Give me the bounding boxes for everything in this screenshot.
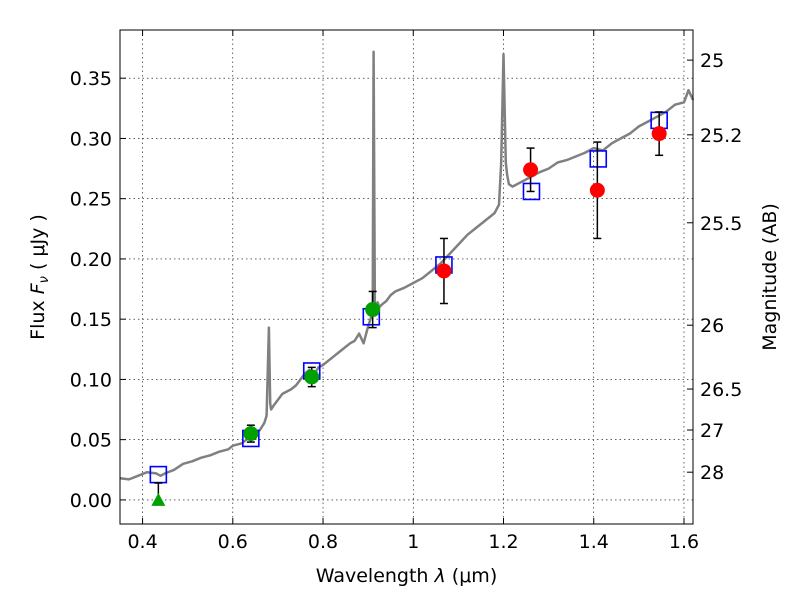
plot-frame xyxy=(119,29,694,525)
y2-tick-label: 26 xyxy=(700,315,724,337)
y-axis-label-subscript: ν xyxy=(37,276,52,283)
right-axis-label: Magnitude (AB) xyxy=(759,203,781,351)
red-data-point xyxy=(651,126,667,142)
x-tick-label: 1 xyxy=(407,531,419,553)
red-data-point xyxy=(523,162,539,178)
y-tick-label: 0.20 xyxy=(70,249,112,271)
y-tick-label: 0.35 xyxy=(70,68,112,90)
x-axis-label: Wavelength λ (μm) xyxy=(316,565,497,587)
green-data-point xyxy=(304,369,320,385)
green-triangle-marker xyxy=(151,492,166,506)
x-tick-label: 0.6 xyxy=(218,531,248,553)
y-tick-label: 0.00 xyxy=(70,490,112,512)
x-axis-label-symbol: λ xyxy=(434,565,446,587)
y-tick-label: 0.05 xyxy=(70,430,112,452)
y2-tick-label: 25.2 xyxy=(700,125,742,147)
x-tick-label: 1.4 xyxy=(579,531,609,553)
y-axis-label: Flux Fν ( μJy ) xyxy=(27,214,52,340)
model-square-marker xyxy=(589,150,608,168)
green-data-point xyxy=(243,426,259,442)
red-data-point xyxy=(436,263,452,279)
y2-tick-label: 28 xyxy=(700,462,724,484)
y-axis-label-symbol: F xyxy=(27,282,49,294)
model-spectrum-line xyxy=(119,50,695,481)
x-tick-label: 0.4 xyxy=(127,531,157,553)
y2-tick-label: 25.5 xyxy=(700,213,742,235)
y-tick-label: 0.25 xyxy=(70,189,112,211)
model-square-marker xyxy=(522,182,541,201)
x-axis-label-unit: (μm) xyxy=(446,565,497,587)
y-tick-label: 0.30 xyxy=(70,128,112,150)
model-spectrum xyxy=(119,50,695,481)
x-tick-label: 1.2 xyxy=(488,531,518,553)
axis-ticks: 0.4 0.6 0.8 1 1.2 1.4 1.6 0.00 0.05 0.10 0.15 0.20 0… xyxy=(70,30,742,553)
y-tick-label: 0.10 xyxy=(70,369,112,391)
data-markers xyxy=(149,111,668,506)
y2-tick-label: 27 xyxy=(700,420,724,442)
y2-tick-label: 25 xyxy=(700,50,724,72)
x-axis-label-text: Wavelength xyxy=(316,565,435,587)
y2-tick-label: 26.5 xyxy=(700,379,742,401)
y-axis-label-unit: ( μJy ) xyxy=(27,214,49,276)
red-data-point xyxy=(589,182,605,198)
green-data-point xyxy=(365,302,381,318)
x-tick-label: 0.8 xyxy=(308,531,338,553)
x-tick-label: 1.6 xyxy=(669,531,699,553)
y-axis-label-text: Flux xyxy=(27,294,49,340)
y-tick-label: 0.15 xyxy=(70,309,112,331)
grid-lines xyxy=(120,30,693,524)
